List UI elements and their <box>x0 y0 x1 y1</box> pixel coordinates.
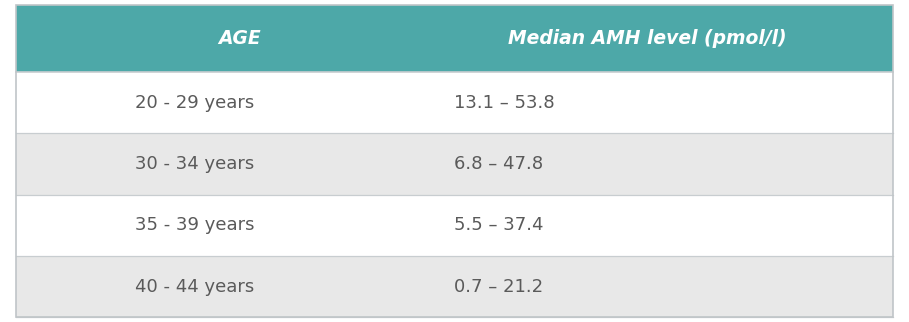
Text: 13.1 – 53.8: 13.1 – 53.8 <box>454 94 555 112</box>
Text: 0.7 – 21.2: 0.7 – 21.2 <box>454 278 544 296</box>
Bar <box>16 256 893 317</box>
Text: 20 - 29 years: 20 - 29 years <box>135 94 254 112</box>
Text: 5.5 – 37.4: 5.5 – 37.4 <box>454 216 544 234</box>
Text: 35 - 39 years: 35 - 39 years <box>135 216 255 234</box>
Bar <box>16 5 893 72</box>
Text: AGE: AGE <box>218 29 261 48</box>
Text: 30 - 34 years: 30 - 34 years <box>135 155 254 173</box>
Bar <box>16 194 893 256</box>
Text: Median AMH level (pmol/l): Median AMH level (pmol/l) <box>508 29 786 48</box>
Bar <box>16 133 893 194</box>
Text: 40 - 44 years: 40 - 44 years <box>135 278 254 296</box>
Text: 6.8 – 47.8: 6.8 – 47.8 <box>454 155 544 173</box>
Bar <box>16 72 893 133</box>
